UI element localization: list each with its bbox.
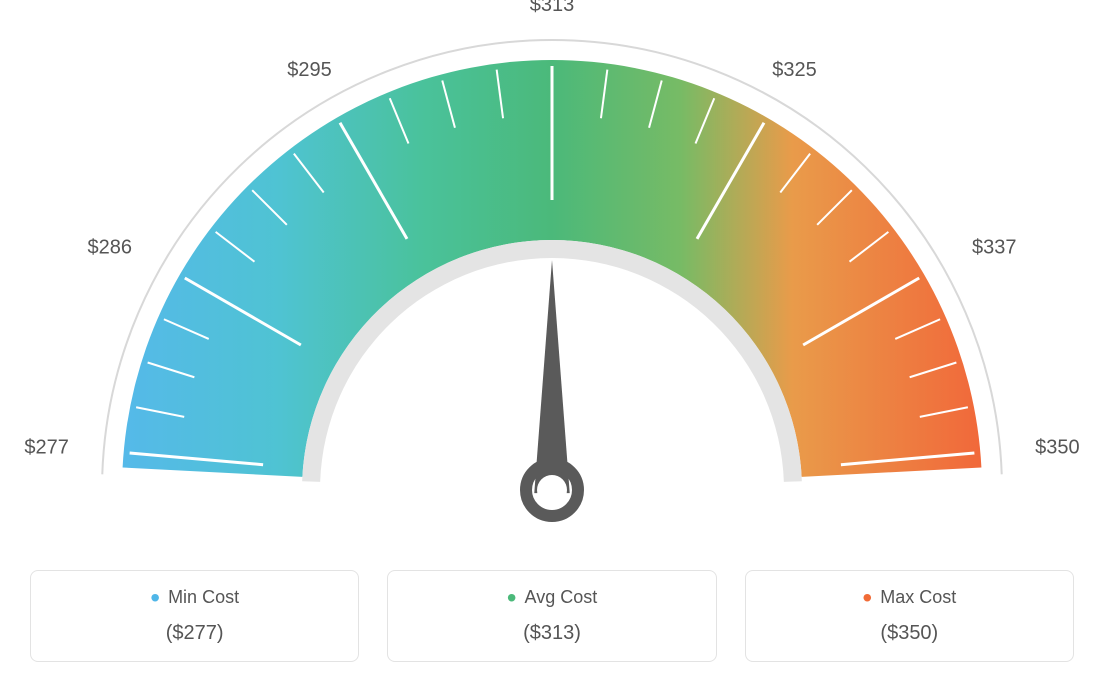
- gauge-chart: $277 $286 $295 $313 $325 $337 $350: [0, 0, 1104, 560]
- legend-max-value: ($350): [756, 622, 1063, 645]
- legend-avg-value: ($313): [398, 622, 705, 645]
- gauge-needle-hub-inner: [537, 475, 567, 505]
- legend-row: Min Cost ($277) Avg Cost ($313) Max Cost…: [0, 570, 1104, 662]
- gauge-tick-label: $325: [772, 59, 817, 81]
- legend-avg-label: Avg Cost: [507, 587, 598, 608]
- legend-card-min: Min Cost ($277): [30, 570, 359, 662]
- gauge-svg: $277 $286 $295 $313 $325 $337 $350: [0, 0, 1104, 560]
- gauge-tick-label: $277: [24, 437, 69, 459]
- gauge-tick-label: $313: [530, 0, 575, 16]
- gauge-tick-label: $295: [287, 59, 332, 81]
- legend-card-avg: Avg Cost ($313): [387, 570, 716, 662]
- legend-max-label: Max Cost: [862, 587, 956, 608]
- legend-min-value: ($277): [41, 622, 348, 645]
- legend-card-max: Max Cost ($350): [745, 570, 1074, 662]
- gauge-tick-label: $337: [972, 237, 1017, 259]
- legend-min-label: Min Cost: [150, 587, 239, 608]
- gauge-tick-label: $286: [87, 237, 132, 259]
- gauge-tick-label: $350: [1035, 437, 1080, 459]
